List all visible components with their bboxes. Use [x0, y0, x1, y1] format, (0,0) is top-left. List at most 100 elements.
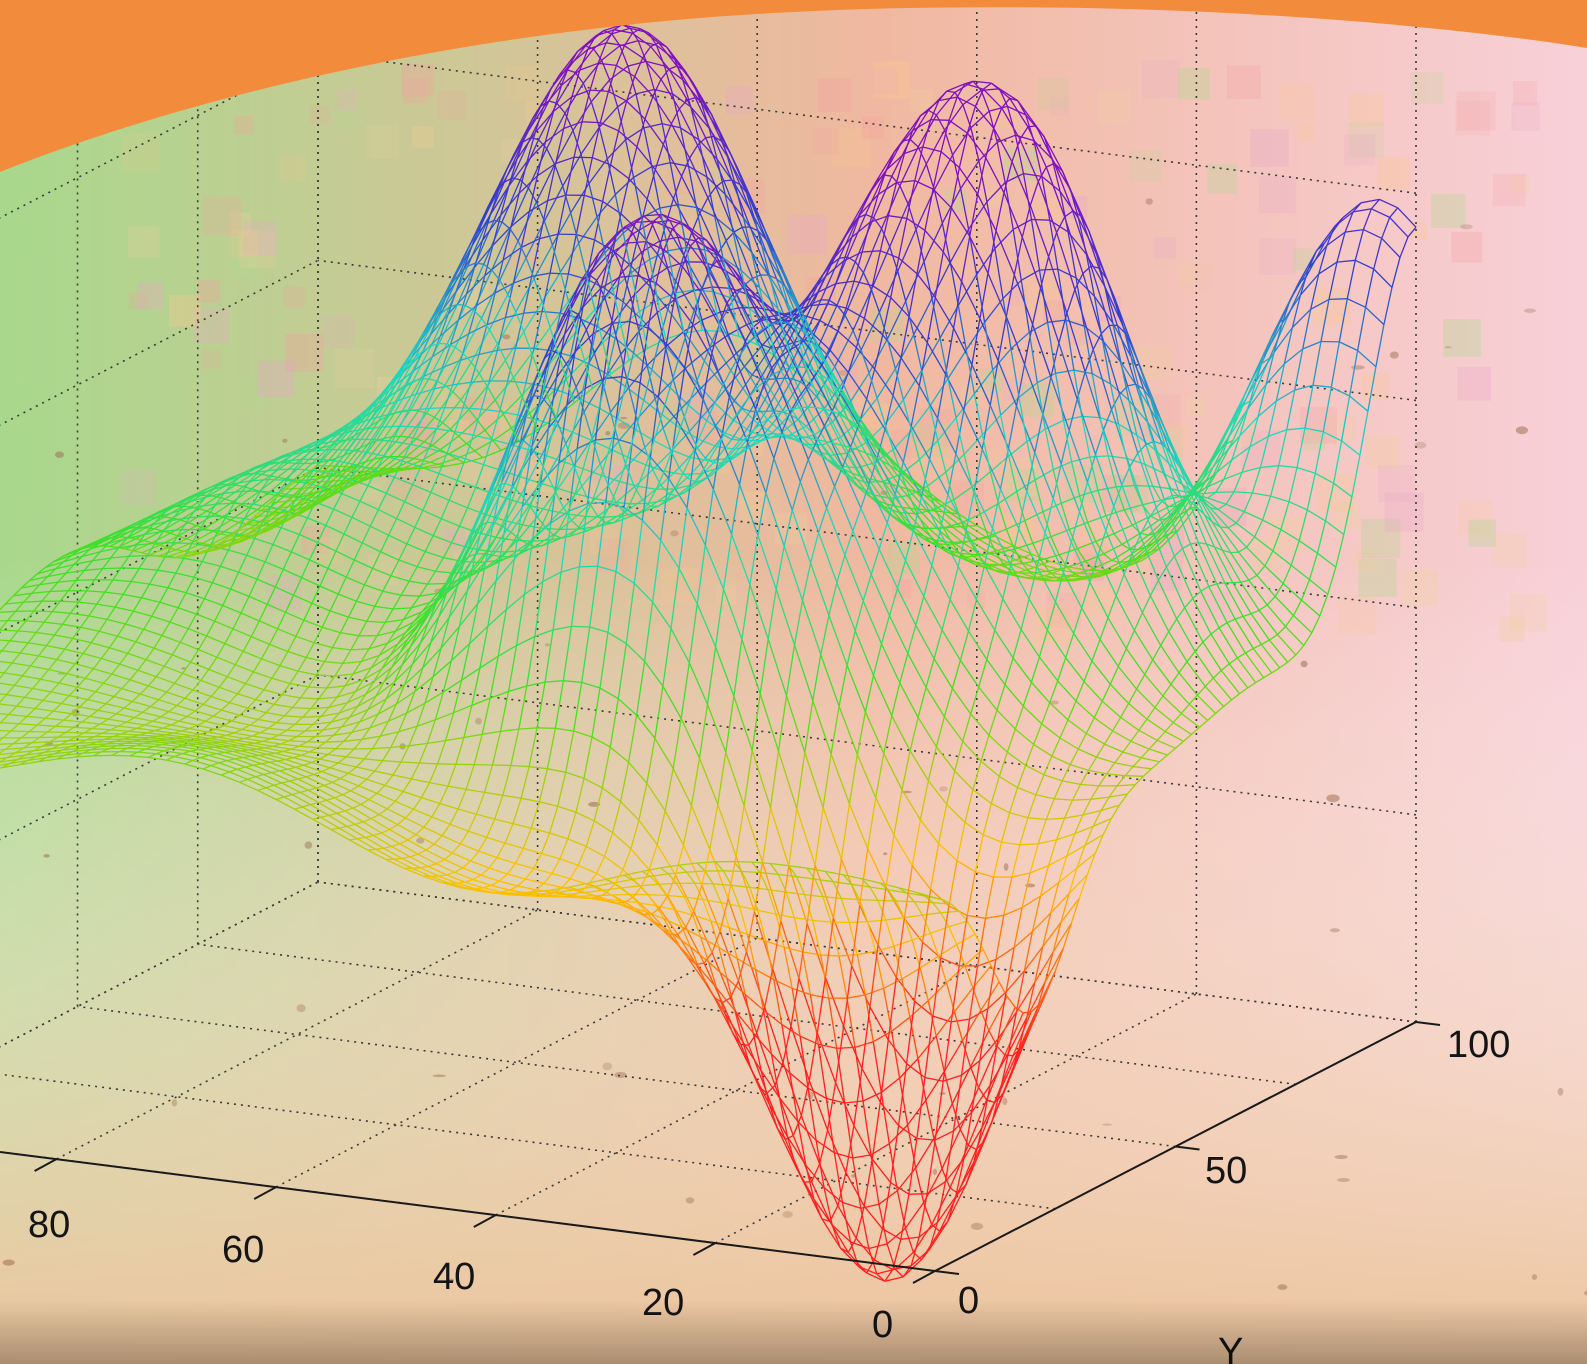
mesh-line [862, 430, 883, 462]
mesh-line [1117, 666, 1138, 690]
mesh-line [699, 212, 719, 254]
mesh-line [898, 257, 918, 275]
texture-patch [201, 348, 222, 369]
mesh-line [1021, 236, 1042, 289]
mesh-line [1235, 522, 1255, 538]
texture-patch [1097, 90, 1131, 124]
mesh-line [1072, 798, 1091, 801]
mesh-line [877, 182, 897, 195]
mesh-line [1079, 489, 1099, 497]
mesh-line [323, 470, 343, 492]
mesh-line [885, 153, 905, 171]
mesh-line [830, 452, 849, 456]
mesh-line [502, 395, 523, 415]
mesh-line [411, 335, 431, 358]
mesh-line [884, 399, 904, 425]
mesh-line [13, 742, 32, 745]
mesh-line [1090, 265, 1110, 326]
mesh-line [164, 505, 184, 518]
mesh-line [1093, 295, 1114, 324]
texture-speck [883, 852, 888, 856]
texture-patch [1337, 595, 1377, 635]
mesh-line [1028, 598, 1048, 631]
mesh-line [534, 110, 554, 133]
mesh-line [846, 474, 865, 483]
mesh-line [409, 378, 430, 411]
mesh-line [958, 167, 979, 195]
mesh-line [1091, 373, 1111, 385]
mesh-line [1055, 369, 1075, 374]
mesh-line [994, 535, 1014, 547]
mesh-line [962, 89, 982, 106]
mesh-line [1029, 205, 1050, 258]
mesh-line [1228, 408, 1249, 437]
mesh-line [579, 515, 599, 529]
texture-speck [1337, 1178, 1351, 1182]
mesh-line [668, 68, 688, 101]
mesh-line [1149, 748, 1168, 756]
mesh-line [598, 62, 617, 67]
texture-speck [282, 438, 288, 443]
mesh-line [1238, 551, 1258, 576]
texture-speck [1049, 700, 1059, 705]
mesh-line [412, 345, 432, 382]
mesh-line [1072, 210, 1092, 267]
mesh-line [513, 275, 532, 284]
mesh-line [1061, 495, 1080, 504]
texture-patch [817, 78, 852, 112]
mesh-line [544, 507, 565, 528]
mesh-line [1206, 444, 1226, 480]
mesh-line [325, 740, 344, 743]
mesh-line [1093, 559, 1112, 570]
mesh-line [995, 548, 1015, 554]
texture-patch [1046, 592, 1082, 628]
mesh-line [680, 127, 700, 141]
mesh-line [1005, 316, 1026, 365]
mesh-line [582, 59, 603, 84]
texture-patch [266, 574, 303, 611]
mesh-line [310, 448, 330, 452]
mesh-line [561, 69, 581, 86]
mesh-line [1129, 466, 1149, 520]
mesh-line [442, 399, 462, 424]
mesh-line [302, 715, 322, 718]
mesh-line [627, 60, 647, 67]
mesh-line [849, 921, 868, 924]
mesh-line [569, 48, 589, 66]
mesh-line [1070, 541, 1091, 583]
texture-speck [602, 1062, 612, 1071]
mesh-line [1130, 740, 1150, 750]
mesh-line [486, 317, 506, 326]
mesh-line [1086, 481, 1107, 531]
mesh-line [974, 105, 995, 129]
mesh-line [1213, 546, 1234, 583]
mesh-line [877, 899, 897, 902]
mesh-line [649, 250, 669, 260]
texture-patch [1021, 278, 1059, 316]
mesh-line [534, 534, 554, 548]
mesh-line [1150, 506, 1170, 517]
mesh-line [468, 324, 488, 335]
mesh-line [376, 384, 397, 401]
texture-patch [128, 226, 160, 258]
mesh-line [1101, 700, 1122, 718]
mesh-line [419, 762, 438, 765]
mesh-line [1013, 545, 1032, 555]
mesh-line [1161, 443, 1181, 497]
mesh-line [1197, 542, 1218, 585]
mesh-line [1302, 340, 1322, 350]
mesh-line [702, 102, 723, 142]
mesh-line [961, 513, 981, 524]
mesh-line [1126, 385, 1147, 445]
mesh-line [1095, 533, 1115, 543]
mesh-line [684, 479, 704, 494]
mesh-line [464, 264, 485, 306]
mesh-line [1147, 519, 1168, 568]
texture-patch [1175, 263, 1195, 283]
mesh-line [1115, 595, 1135, 631]
mesh-line [187, 496, 206, 504]
texture-patch [1207, 163, 1237, 194]
mesh-line [559, 242, 580, 273]
mesh-line [1123, 574, 1143, 613]
mesh-line [658, 42, 678, 67]
